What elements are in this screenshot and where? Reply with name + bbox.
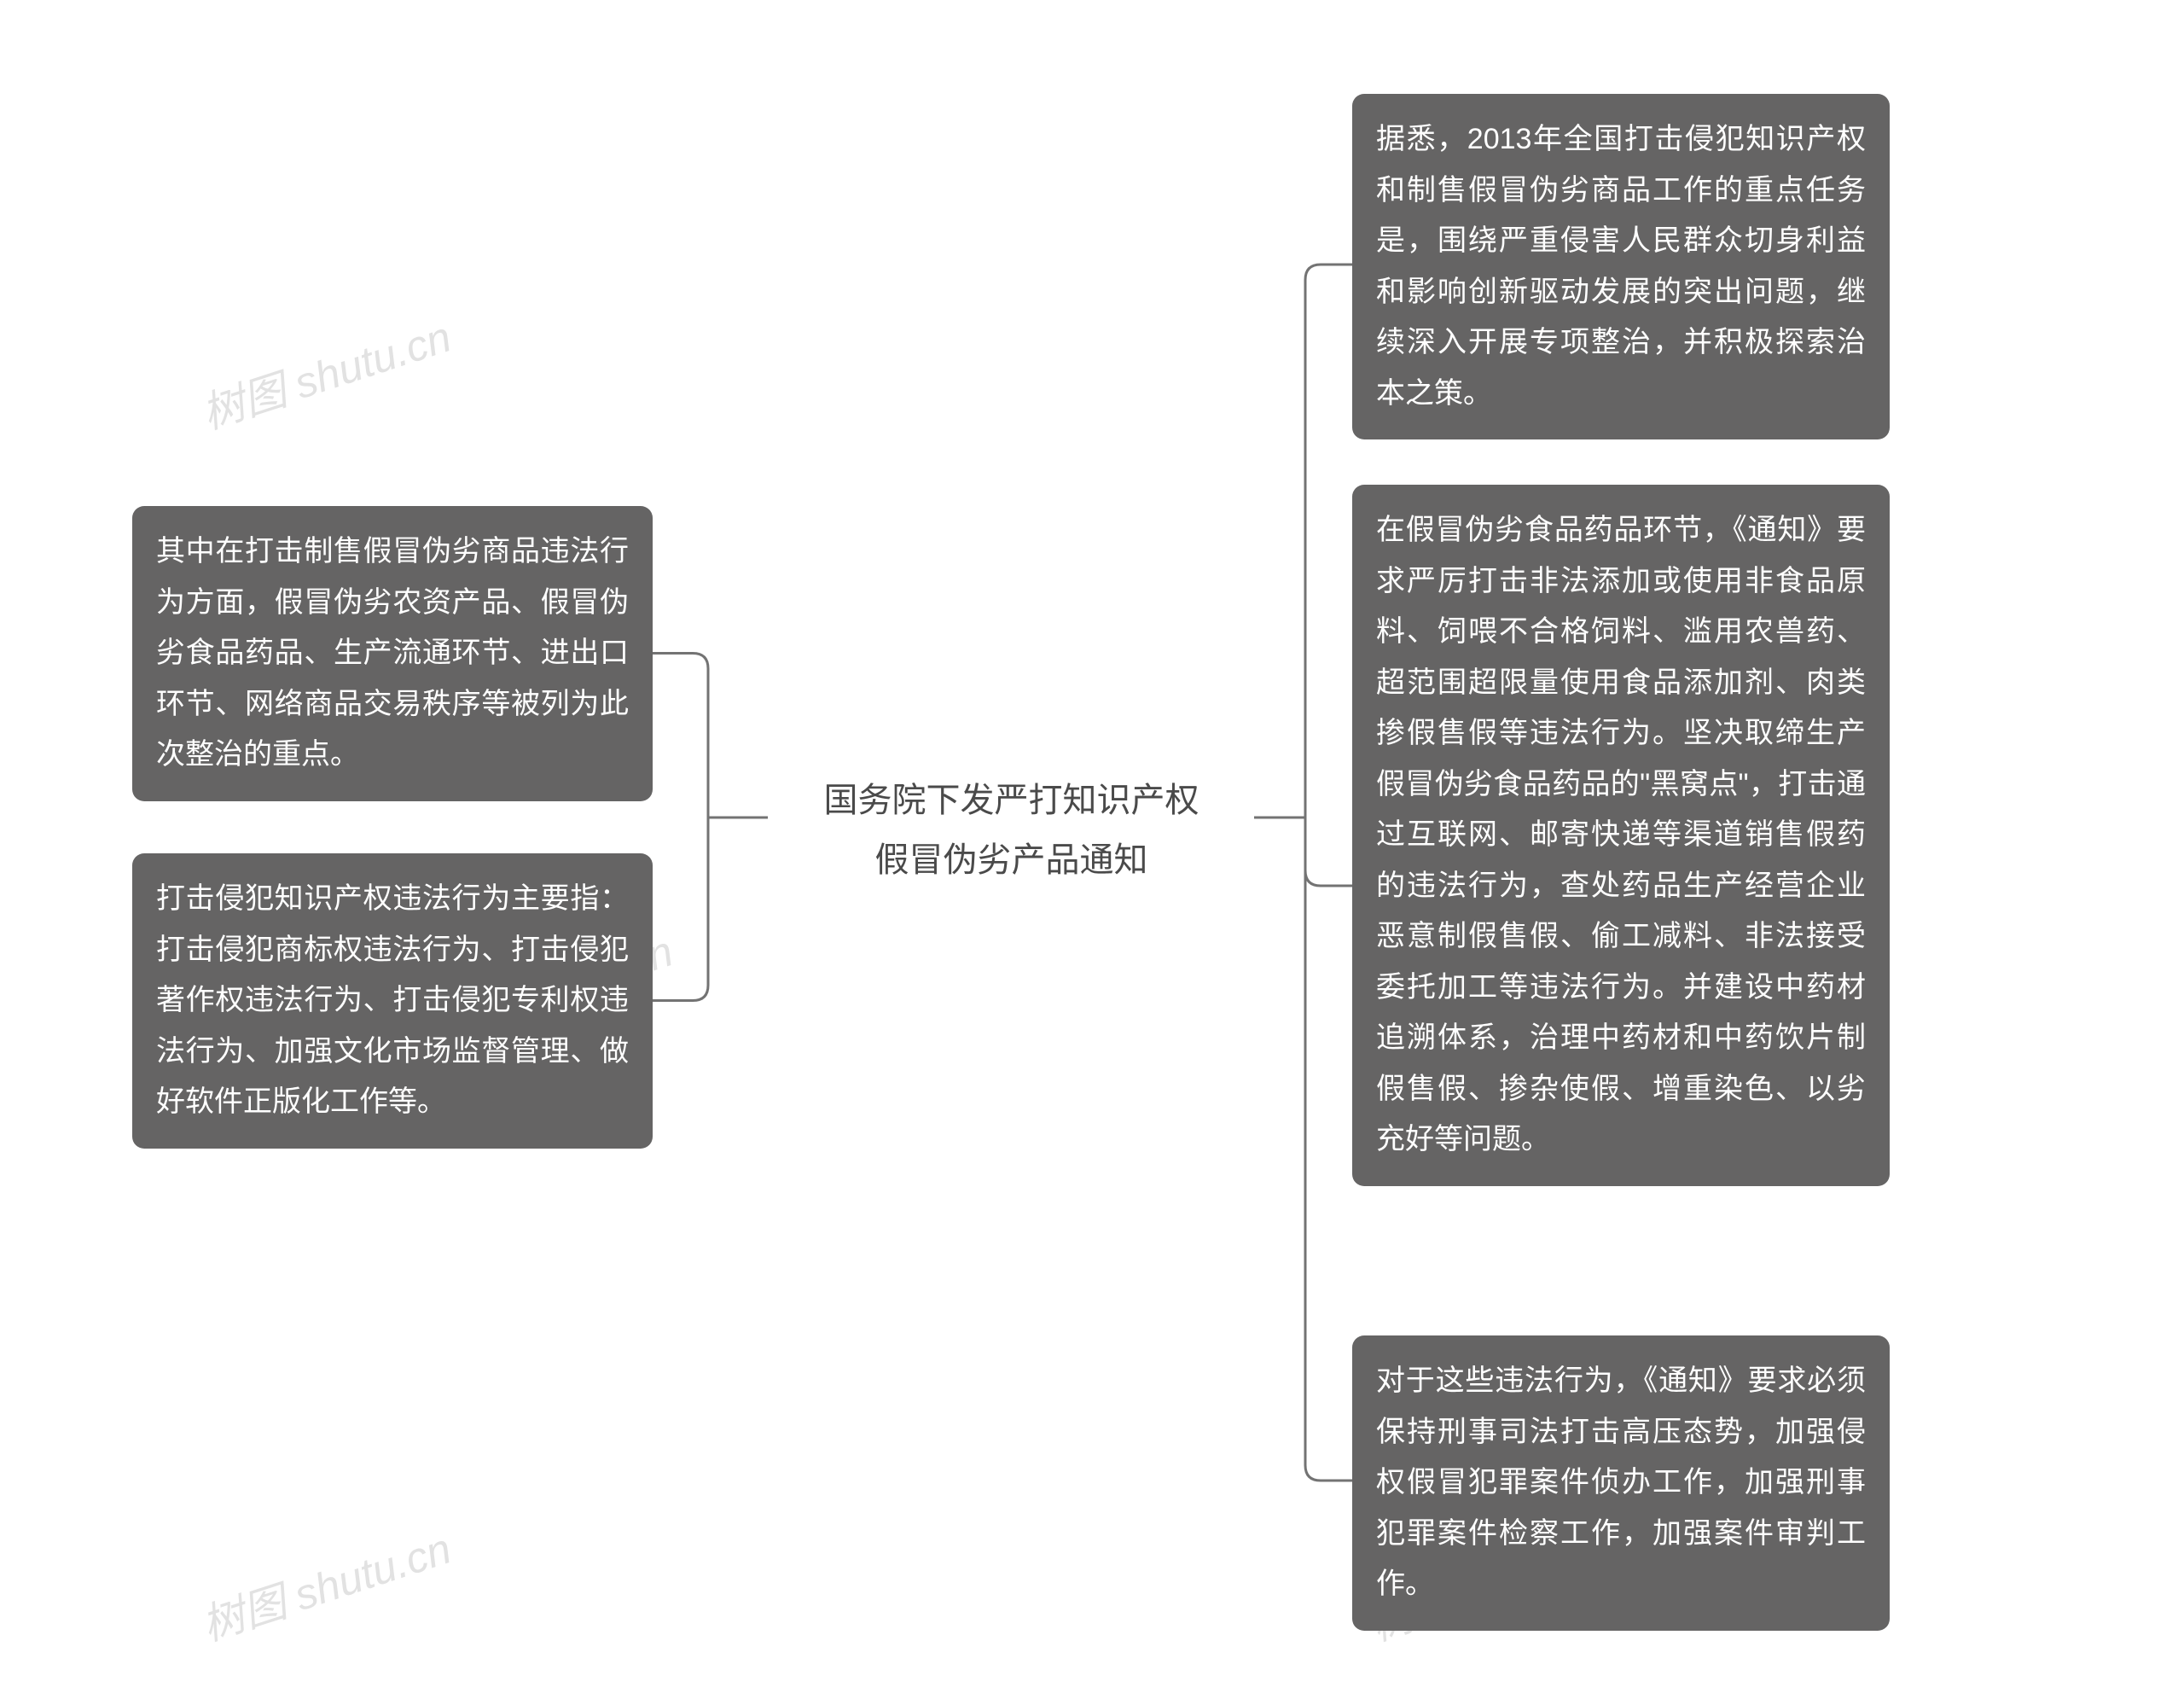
right-node-1: 在假冒伪劣食品药品环节，《通知》要求严厉打击非法添加或使用非食品原料、饲喂不合格… [1352,485,1890,1186]
watermark: 树图 shutu.cn [193,303,457,441]
center-line1: 国务院下发严打知识产权 [779,771,1244,830]
center-line2: 假冒伪劣产品通知 [779,830,1244,890]
left-node-1: 打击侵犯知识产权违法行为主要指：打击侵犯商标权违法行为、打击侵犯著作权违法行为、… [132,853,653,1149]
right-node-0: 据悉，2013年全国打击侵犯知识产权和制售假冒伪劣商品工作的重点任务是，围绕严重… [1352,94,1890,439]
watermark: 树图 shutu.cn [193,1515,457,1653]
center-node: 国务院下发严打知识产权 假冒伪劣产品通知 [770,762,1252,899]
left-node-0: 其中在打击制售假冒伪劣商品违法行为方面，假冒伪劣农资产品、假冒伪劣食品药品、生产… [132,506,653,801]
right-node-2: 对于这些违法行为，《通知》要求必须保持刑事司法打击高压态势，加强侵权假冒犯罪案件… [1352,1335,1890,1631]
